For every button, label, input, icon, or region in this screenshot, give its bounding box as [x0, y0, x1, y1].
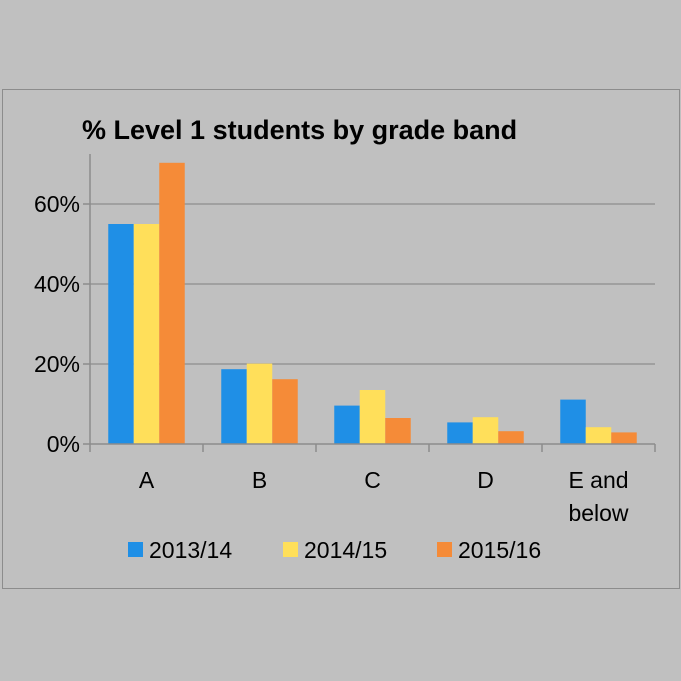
bar — [108, 224, 134, 444]
bar — [385, 418, 411, 444]
legend-swatch — [128, 542, 143, 557]
x-tick-label: D — [477, 467, 494, 493]
x-tick-label: B — [252, 467, 267, 493]
bar — [472, 417, 499, 444]
axes — [83, 154, 656, 452]
bar — [221, 369, 247, 444]
x-tick-labels: A B C D E and below — [139, 467, 629, 526]
bars — [108, 162, 637, 445]
bar — [611, 432, 637, 444]
legend-label: 2014/15 — [304, 537, 387, 563]
chart-title: % Level 1 students by grade band — [82, 115, 517, 145]
x-tick-label: E and below — [568, 467, 628, 526]
y-tick-label: 40% — [34, 271, 80, 297]
bar — [585, 427, 612, 444]
bar — [560, 399, 586, 444]
x-tick-label: C — [364, 467, 381, 493]
legend-label: 2015/16 — [458, 537, 541, 563]
bar — [159, 162, 185, 445]
legend-swatch — [283, 542, 298, 557]
y-tick-labels: 0% 20% 40% 60% — [34, 191, 80, 457]
bar — [133, 224, 160, 444]
y-tick-label: 20% — [34, 351, 80, 377]
bar — [334, 405, 360, 444]
y-tick-label: 60% — [34, 191, 80, 217]
legend-label: 2013/14 — [149, 537, 232, 563]
legend-swatch — [437, 542, 452, 557]
x-tick-label: A — [139, 467, 155, 493]
legend: 2013/14 2014/15 2015/16 — [128, 537, 541, 563]
bar — [447, 422, 473, 444]
bar — [498, 431, 524, 444]
chart-frame — [2, 89, 680, 589]
bar — [359, 390, 386, 444]
y-tick-label: 0% — [47, 431, 80, 457]
bar — [272, 379, 298, 444]
bar — [246, 363, 273, 444]
